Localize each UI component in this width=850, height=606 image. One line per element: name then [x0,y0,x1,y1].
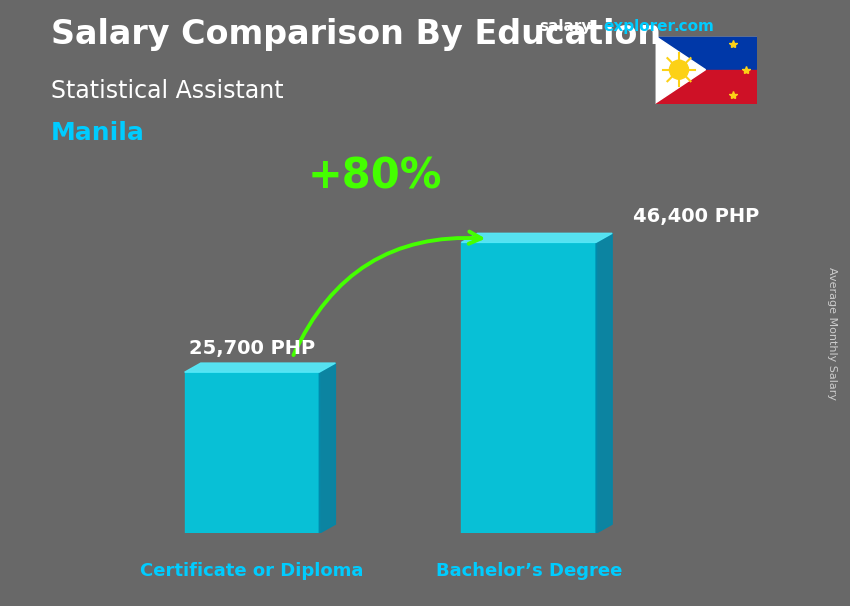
Text: +80%: +80% [308,156,443,198]
FancyArrowPatch shape [293,231,481,355]
Text: Manila: Manila [51,121,144,145]
Bar [654,70,756,104]
Bar [654,36,756,70]
Text: explorer: explorer [604,19,676,35]
Circle shape [670,60,689,79]
Text: Salary Comparison By Education: Salary Comparison By Education [51,18,661,51]
Text: Bachelor’s Degree: Bachelor’s Degree [435,562,622,581]
Bar [184,372,320,533]
Text: Certificate or Diploma: Certificate or Diploma [140,562,364,581]
Bar [462,242,596,533]
Text: 46,400 PHP: 46,400 PHP [633,207,760,227]
Polygon shape [596,233,612,533]
Text: Average Monthly Salary: Average Monthly Salary [827,267,837,400]
Polygon shape [320,363,336,533]
Polygon shape [654,36,706,104]
Text: .com: .com [673,19,714,35]
Text: 25,700 PHP: 25,700 PHP [189,339,315,358]
Polygon shape [184,363,336,372]
Text: salary: salary [540,19,592,35]
Text: Statistical Assistant: Statistical Assistant [51,79,284,103]
Polygon shape [462,233,612,242]
